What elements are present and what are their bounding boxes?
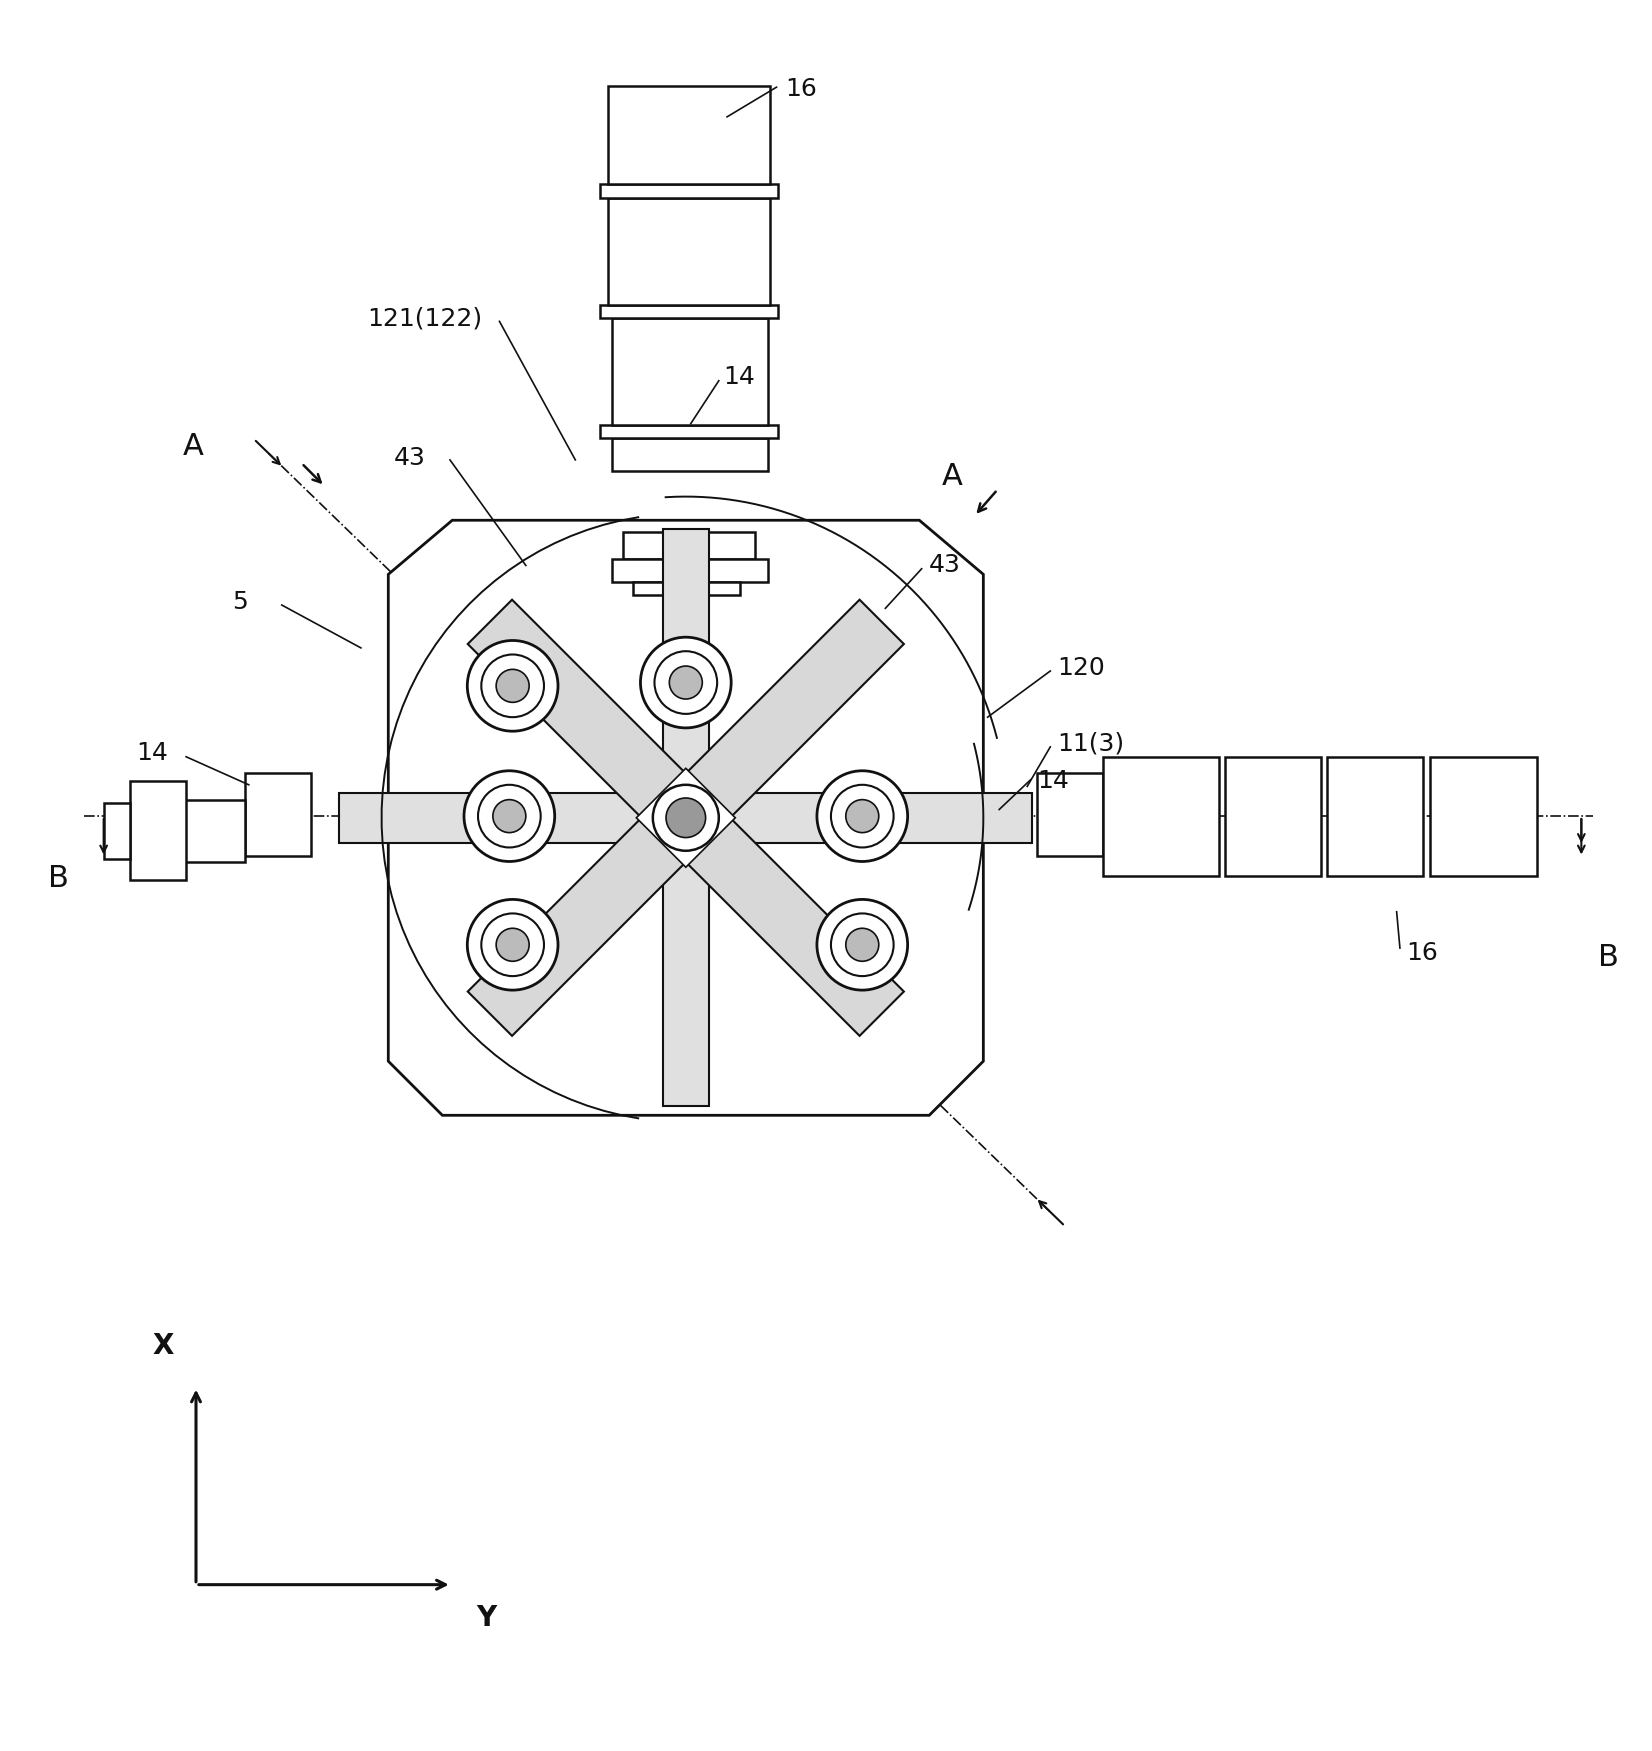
Bar <box>633 581 740 595</box>
Bar <box>1327 756 1422 876</box>
Bar <box>600 184 778 198</box>
Text: 14: 14 <box>1037 769 1069 793</box>
Text: 14: 14 <box>137 741 169 765</box>
Circle shape <box>831 784 894 847</box>
Text: B: B <box>48 865 68 893</box>
Circle shape <box>464 770 555 861</box>
Circle shape <box>468 900 558 989</box>
Bar <box>608 198 770 305</box>
Text: X: X <box>152 1333 173 1361</box>
Polygon shape <box>468 599 709 840</box>
Circle shape <box>831 914 894 975</box>
Circle shape <box>846 800 879 833</box>
Bar <box>623 532 755 559</box>
Bar <box>104 804 131 860</box>
Polygon shape <box>636 769 735 867</box>
Circle shape <box>653 784 719 851</box>
Text: B: B <box>1597 944 1619 972</box>
Circle shape <box>818 770 907 861</box>
Bar <box>662 529 709 1107</box>
Circle shape <box>666 798 705 837</box>
Bar <box>131 781 187 881</box>
Polygon shape <box>664 599 904 840</box>
Polygon shape <box>468 795 709 1037</box>
Polygon shape <box>664 795 904 1037</box>
Bar <box>611 319 768 425</box>
Bar <box>611 438 768 471</box>
Bar <box>183 800 246 861</box>
Polygon shape <box>388 520 983 1115</box>
Circle shape <box>481 655 544 718</box>
Circle shape <box>477 784 540 847</box>
Circle shape <box>468 641 558 732</box>
Bar <box>1104 756 1219 876</box>
Text: 16: 16 <box>785 77 816 102</box>
Bar <box>600 305 778 319</box>
Text: 14: 14 <box>724 366 755 389</box>
Circle shape <box>654 651 717 714</box>
Bar <box>1429 756 1536 876</box>
Text: 43: 43 <box>928 553 960 578</box>
Circle shape <box>481 914 544 975</box>
Circle shape <box>818 900 907 989</box>
Text: A: A <box>183 432 203 461</box>
Text: 11(3): 11(3) <box>1057 732 1123 756</box>
Circle shape <box>641 637 732 728</box>
Text: 43: 43 <box>393 447 426 471</box>
Circle shape <box>669 665 702 699</box>
Bar <box>339 793 1032 842</box>
Bar <box>1037 774 1104 856</box>
Text: 16: 16 <box>1406 940 1439 965</box>
Circle shape <box>492 800 525 833</box>
Bar <box>246 774 312 856</box>
Text: A: A <box>942 462 963 490</box>
Bar <box>608 86 770 184</box>
Text: 5: 5 <box>233 590 248 615</box>
Bar <box>600 425 778 438</box>
Bar <box>1226 756 1320 876</box>
Text: 121(122): 121(122) <box>367 306 482 329</box>
Circle shape <box>496 928 529 961</box>
Text: Y: Y <box>476 1604 497 1632</box>
Bar <box>611 559 768 581</box>
Circle shape <box>846 928 879 961</box>
Circle shape <box>496 669 529 702</box>
Text: 120: 120 <box>1057 655 1105 679</box>
